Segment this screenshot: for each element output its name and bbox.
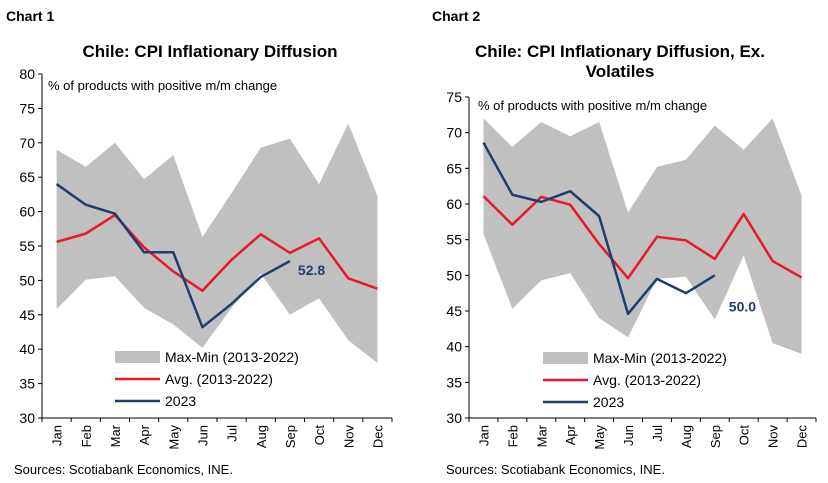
y-tick-label: 65 <box>446 160 462 176</box>
series-line-avg-2013-2022- <box>56 213 378 292</box>
legend-label: Max-Min (2013-2022) <box>593 350 727 366</box>
y-tick-label: 55 <box>19 238 35 254</box>
y-tick-label: 45 <box>446 303 462 319</box>
x-tick-label: May <box>166 425 181 450</box>
y-tick-label: 50 <box>19 272 35 288</box>
x-tick-label: Nov <box>341 425 356 449</box>
x-tick-label: Apr <box>563 424 578 445</box>
y-tick-label: 30 <box>446 410 462 426</box>
legend-label: 2023 <box>165 393 196 409</box>
x-tick-label: Oct <box>312 425 327 446</box>
chart-2-title: Chile: CPI Inflationary Diffusion, Ex. V… <box>475 42 765 81</box>
y-tick-label: 45 <box>19 307 35 323</box>
x-tick-label: Aug <box>679 425 694 448</box>
x-tick-label: Feb <box>79 425 94 447</box>
axis-annotation: % of products with positive m/m change <box>478 98 707 113</box>
x-tick-label: Jan <box>476 425 491 446</box>
x-tick-label: Jul <box>650 425 665 442</box>
data-label: 50.0 <box>729 298 756 314</box>
legend-label: 2023 <box>593 394 624 410</box>
x-tick-label: Jun <box>195 425 210 446</box>
x-tick-label: Jul <box>225 425 240 442</box>
series-line-2023 <box>482 142 716 316</box>
y-tick-label: 65 <box>19 169 35 185</box>
x-tick-label: Dec <box>795 425 810 449</box>
x-tick-label: May <box>592 425 607 450</box>
y-tick-label: 70 <box>446 125 462 141</box>
chart-1-title: Chile: CPI Inflationary Diffusion <box>82 42 338 61</box>
y-tick-label: 30 <box>19 410 35 426</box>
y-tick-label: 70 <box>19 135 35 151</box>
legend-swatch-band <box>115 351 160 363</box>
x-tick-label: Mar <box>534 424 549 447</box>
data-label: 52.8 <box>298 262 325 278</box>
y-tick-label: 75 <box>446 89 462 105</box>
legend-label: Avg. (2013-2022) <box>593 372 701 388</box>
y-tick-label: 80 <box>19 66 35 82</box>
legend-swatch-band <box>543 352 588 364</box>
x-tick-label: Feb <box>505 425 520 447</box>
y-tick-label: 35 <box>446 374 462 390</box>
legend-label: Max-Min (2013-2022) <box>165 349 299 365</box>
x-tick-label: Apr <box>137 424 152 445</box>
x-tick-label: Mar <box>108 424 123 447</box>
y-tick-label: 40 <box>19 341 35 357</box>
y-tick-label: 40 <box>446 339 462 355</box>
x-tick-label: Sep <box>283 425 298 448</box>
x-tick-label: Oct <box>737 425 752 446</box>
y-tick-label: 35 <box>19 376 35 392</box>
x-tick-label: Dec <box>370 425 385 449</box>
max-min-band <box>483 118 802 354</box>
x-tick-label: Jan <box>50 425 65 446</box>
x-tick-label: Jun <box>621 425 636 446</box>
y-tick-label: 75 <box>19 100 35 116</box>
chart-1-label: Chart 1 <box>6 8 55 24</box>
chart-2-label: Chart 2 <box>432 8 481 24</box>
series-line-2023 <box>55 183 291 329</box>
max-min-band <box>56 123 378 363</box>
chart-2-source: Sources: Scotiabank Economics, INE. <box>446 462 665 477</box>
x-tick-label: Sep <box>708 425 723 448</box>
axis-annotation: % of products with positive m/m change <box>48 78 277 93</box>
x-tick-label: Aug <box>254 425 269 448</box>
chart-1-source: Sources: Scotiabank Economics, INE. <box>14 462 233 477</box>
y-tick-label: 50 <box>446 267 462 283</box>
y-tick-label: 60 <box>19 204 35 220</box>
x-tick-label: Nov <box>766 425 781 449</box>
y-tick-label: 55 <box>446 232 462 248</box>
legend-label: Avg. (2013-2022) <box>165 371 273 387</box>
y-tick-label: 60 <box>446 196 462 212</box>
